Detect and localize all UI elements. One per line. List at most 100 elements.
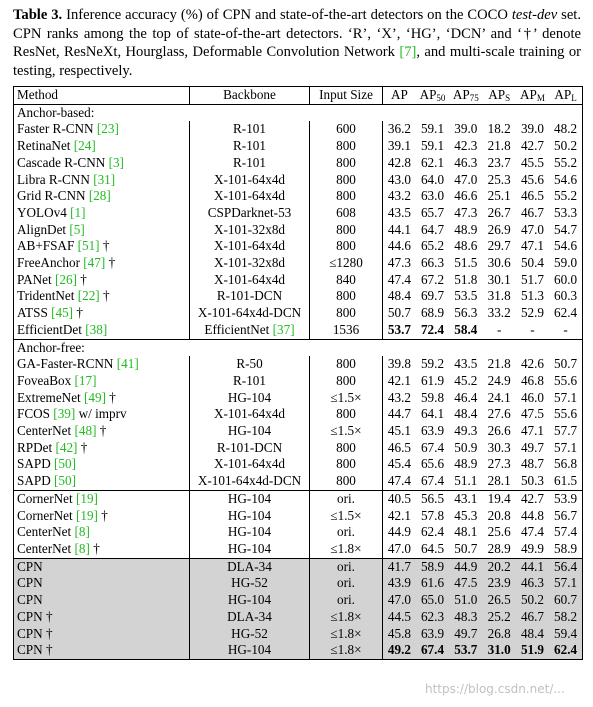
value-ap75: 46.3 bbox=[454, 154, 478, 170]
backbone-cell: R-101 bbox=[189, 154, 310, 172]
citation-link[interactable]: [24] bbox=[73, 138, 96, 154]
value-apm: 46.7 bbox=[520, 204, 545, 220]
value-ap: 44.1 bbox=[387, 221, 411, 237]
value-apm: 47.5 bbox=[520, 406, 545, 422]
value-ap: 43.2 bbox=[387, 188, 411, 204]
value-apm: 46.7 bbox=[515, 608, 550, 626]
header-row: Method Backbone Input Size AP AP50 AP75 … bbox=[13, 86, 583, 105]
citation-link[interactable]: [22] bbox=[77, 288, 100, 304]
input-size-cell: 800 bbox=[309, 171, 383, 189]
method-name: FCOS bbox=[17, 406, 54, 422]
method-name: Faster R-CNN bbox=[17, 121, 97, 137]
table-row: SAPD [50] X-101-64x4d 800 45.4 65.6 48.9 27.3 4… bbox=[14, 456, 583, 474]
citation-link[interactable]: [48] bbox=[74, 423, 97, 439]
backbone-cell: HG-104 bbox=[189, 540, 310, 559]
value-apl: 62.4 bbox=[549, 642, 583, 660]
method-name: SAPD bbox=[17, 473, 55, 489]
method-name: Grid R-CNN bbox=[17, 188, 89, 204]
citation-link[interactable]: [3] bbox=[108, 154, 124, 170]
citation-link[interactable]: [26] bbox=[54, 271, 77, 287]
method-cell: RetinaNet [24] bbox=[14, 138, 190, 155]
value-ap50: 63.0 bbox=[420, 188, 445, 204]
value-apl: 56.4 bbox=[549, 557, 583, 576]
citation-link[interactable]: [37] bbox=[272, 321, 295, 337]
citation-link[interactable]: [23] bbox=[96, 121, 119, 137]
value-ap50: 67.4 bbox=[420, 439, 445, 455]
citation-link[interactable]: [47] bbox=[83, 255, 106, 271]
citation-link[interactable]: [41] bbox=[116, 356, 139, 372]
citation-link[interactable]: [17] bbox=[74, 372, 97, 388]
input-size-cell: 608 bbox=[309, 204, 383, 222]
method-cell: GA-Faster-RCNN [41] bbox=[14, 356, 190, 373]
citation-link[interactable]: [28] bbox=[88, 188, 111, 204]
method-name: FreeAnchor bbox=[17, 255, 84, 271]
backbone-cell: HG-104 bbox=[189, 489, 310, 508]
citation-link[interactable]: [5] bbox=[69, 221, 85, 237]
header-input-size: Input Size bbox=[309, 86, 383, 105]
input-size-cell: 800 bbox=[309, 356, 383, 373]
backbone-name: HG-104 bbox=[227, 642, 272, 658]
citation-link[interactable]: [19] bbox=[75, 490, 98, 506]
value-apl: 60.0 bbox=[554, 271, 578, 287]
value-aps: 28.9 bbox=[487, 540, 511, 556]
method-suffix: † bbox=[42, 608, 53, 624]
value-ap: 41.7 bbox=[382, 557, 416, 576]
value-ap: 40.5 bbox=[382, 489, 416, 508]
input-size-cell: 800 bbox=[309, 456, 383, 474]
input-size-cell: ≤1.5× bbox=[309, 507, 383, 525]
citation-link[interactable]: [38] bbox=[85, 321, 108, 337]
citation-link[interactable]: [39] bbox=[53, 406, 76, 422]
input-size-cell: ≤1.8× bbox=[309, 642, 383, 660]
table-row: CenterNet [8] HG-104 ori. 44.9 62.4 48.1 25.6 4… bbox=[14, 524, 583, 541]
value-ap75: 49.7 bbox=[449, 625, 483, 643]
method-cell: SAPD [50] bbox=[14, 456, 190, 473]
citation-link[interactable]: [31] bbox=[93, 171, 116, 187]
citation-link[interactable]: [42] bbox=[55, 439, 78, 455]
citation-link[interactable]: [1] bbox=[70, 204, 86, 220]
value-apl: 61.5 bbox=[554, 473, 578, 489]
value-ap: 42.1 bbox=[387, 507, 411, 523]
value-apm: 51.9 bbox=[515, 642, 550, 660]
value-apl: 50.7 bbox=[554, 356, 578, 372]
citation-link[interactable]: [19] bbox=[75, 507, 98, 523]
value-ap: 42.8 bbox=[387, 154, 411, 170]
caption-citation-link[interactable]: [7] bbox=[399, 44, 417, 61]
table-row: CenterNet [48] † HG-104 ≤1.5× 45.1 63.9 49.3 2… bbox=[14, 423, 583, 440]
table-row: Cascade R-CNN [3] R-101 800 42.8 62.1 46.3 23.… bbox=[14, 154, 583, 172]
backbone-name: HG-52 bbox=[231, 575, 268, 591]
value-apm: 46.8 bbox=[520, 372, 545, 388]
citation-link[interactable]: [49] bbox=[84, 389, 106, 405]
input-size-cell: ori. bbox=[309, 557, 383, 576]
citation-link[interactable]: [50] bbox=[54, 473, 76, 489]
method-cell: ATSS [45] † bbox=[14, 305, 190, 322]
header-method: Method bbox=[13, 86, 190, 105]
citation-link[interactable]: [45] bbox=[51, 305, 74, 321]
value-apl: 59.0 bbox=[554, 255, 578, 271]
method-name: AB+FSAF bbox=[17, 238, 78, 254]
citation-link[interactable]: [8] bbox=[74, 540, 90, 556]
value-apl: 54.7 bbox=[554, 221, 578, 237]
value-apm: 39.0 bbox=[520, 121, 545, 137]
value-ap75: 50.9 bbox=[454, 439, 478, 455]
method-name: CenterNet bbox=[17, 540, 75, 556]
value-ap: 50.7 bbox=[387, 305, 411, 321]
method-suffix: † bbox=[42, 642, 53, 658]
value-ap50: 62.4 bbox=[420, 524, 445, 540]
citation-link[interactable]: [50] bbox=[54, 456, 76, 472]
value-apl: - bbox=[563, 321, 568, 337]
citation-link[interactable]: [8] bbox=[74, 524, 90, 540]
value-aps: 25.1 bbox=[487, 188, 511, 204]
value-ap50: 62.1 bbox=[420, 154, 445, 170]
value-ap50: 69.7 bbox=[420, 288, 445, 304]
method-cell: YOLOv4 [1] bbox=[14, 205, 190, 222]
value-apm: 50.2 bbox=[515, 592, 550, 609]
value-apl: 54.6 bbox=[554, 171, 578, 187]
value-ap: 48.4 bbox=[387, 288, 411, 304]
backbone-name: R-101-DCN bbox=[216, 288, 283, 304]
value-aps: 26.6 bbox=[487, 423, 511, 439]
value-ap: 47.3 bbox=[387, 255, 411, 271]
citation-link[interactable]: [51] bbox=[77, 238, 100, 254]
method-cell: SAPD [50] bbox=[14, 473, 190, 490]
method-name: AlignDet bbox=[17, 221, 70, 237]
method-name: RetinaNet bbox=[17, 138, 74, 154]
